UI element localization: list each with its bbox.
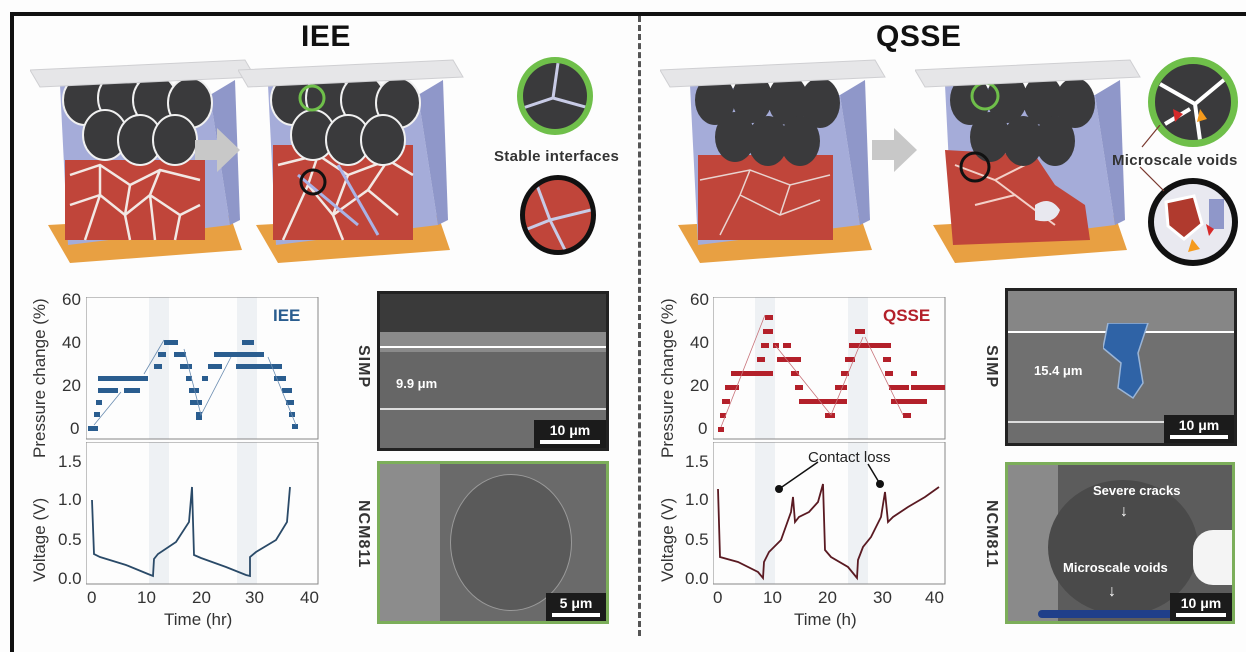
leader-lines xyxy=(1139,125,1165,192)
qsse-voltage-chart xyxy=(713,442,946,585)
qsse-void-zoom-top xyxy=(1148,57,1238,147)
figure-frame xyxy=(10,12,1246,652)
y-tick: 20 xyxy=(690,376,709,395)
iee-ncm811-label: NCM811 xyxy=(355,500,372,569)
iee-ncm811-sem-image: 5 μm xyxy=(377,461,609,624)
y-tick: 0 xyxy=(70,419,80,438)
x-tick: 10 xyxy=(137,588,156,607)
qsse-ncm811-sem-image: Severe cracks ↓ Microscale voids ↓ 10 μm xyxy=(1005,462,1235,624)
qsse-pressure-chart xyxy=(713,297,946,440)
x-tick: 40 xyxy=(300,588,319,607)
iee-voltage-ylabel: Voltage (V) xyxy=(30,497,49,582)
x-tick: 10 xyxy=(763,588,782,607)
iee-voltage-chart xyxy=(86,442,319,585)
qsse-chart-legend: QSSE xyxy=(883,306,931,325)
y-tick: 1.5 xyxy=(685,452,709,471)
x-tick: 30 xyxy=(873,588,892,607)
iee-xlabel: Time (hr) xyxy=(164,610,233,629)
qsse-void-zoom-bottom xyxy=(1148,178,1238,266)
y-tick: 40 xyxy=(62,333,81,352)
iee-cell-schematic-cycled xyxy=(238,59,464,263)
qsse-simp-thickness: 15.4 μm xyxy=(1034,363,1083,378)
iee-simp-thickness: 9.9 μm xyxy=(396,376,438,391)
y-tick: 60 xyxy=(690,290,709,309)
iee-simp-label: SIMP xyxy=(355,345,372,389)
scale-bar: 10 μm xyxy=(534,420,606,448)
y-tick: 1.0 xyxy=(58,490,82,509)
x-tick: 30 xyxy=(245,588,264,607)
y-tick: 0.0 xyxy=(58,569,82,588)
x-tick: 0 xyxy=(713,588,723,607)
iee-pressure-ylabel: Pressure change (%) xyxy=(30,298,49,458)
iee-zoom-label: Stable interfaces xyxy=(494,148,620,165)
y-tick: 0.5 xyxy=(58,530,82,549)
down-arrow-icon: ↓ xyxy=(1120,503,1128,520)
iee-title: IEE xyxy=(301,20,351,53)
y-tick: 1.5 xyxy=(58,452,82,471)
contact-loss-annotation: Contact loss xyxy=(808,449,891,466)
iee-cell-schematic-initial xyxy=(30,59,256,263)
severe-cracks-annotation: Severe cracks xyxy=(1093,483,1181,498)
qsse-voltage-ylabel: Voltage (V) xyxy=(658,497,677,582)
qsse-title: QSSE xyxy=(876,20,962,53)
qsse-xlabel: Time (h) xyxy=(794,610,857,629)
qsse-pressure-ylabel: Pressure change (%) xyxy=(658,298,677,458)
y-tick: 20 xyxy=(62,376,81,395)
y-tick: 1.0 xyxy=(685,490,709,509)
iee-chart-legend: IEE xyxy=(273,306,301,325)
microscale-voids-annotation: Microscale voids xyxy=(1063,560,1168,575)
iee-pressure-chart xyxy=(86,297,319,440)
y-tick: 60 xyxy=(62,290,81,309)
qsse-simp-label: SIMP xyxy=(983,345,1000,389)
x-tick: 20 xyxy=(192,588,211,607)
y-tick: 0.5 xyxy=(685,530,709,549)
scale-bar: 5 μm xyxy=(546,593,606,621)
x-tick: 20 xyxy=(818,588,837,607)
y-tick: 0.0 xyxy=(685,569,709,588)
qsse-simp-sem-image: 15.4 μm 10 μm xyxy=(1005,288,1237,446)
qsse-cell-schematic-initial xyxy=(660,59,886,263)
iee-simp-sem-image: 9.9 μm 10 μm xyxy=(377,291,609,451)
qsse-ncm811-label: NCM811 xyxy=(983,500,1000,569)
scale-bar: 10 μm xyxy=(1170,593,1232,621)
x-tick: 40 xyxy=(925,588,944,607)
x-tick: 0 xyxy=(87,588,97,607)
y-tick: 0 xyxy=(698,419,708,438)
down-arrow-icon: ↓ xyxy=(1108,583,1116,600)
iee-stable-interface-zoom-bottom xyxy=(520,175,596,255)
qsse-cell-schematic-cycled xyxy=(915,59,1141,263)
iee-stable-interface-zoom-top xyxy=(517,57,593,135)
right-arrow-icon xyxy=(195,128,240,172)
panel-divider xyxy=(638,16,641,636)
right-arrow-icon xyxy=(872,128,917,172)
qsse-zoom-label: Microscale voids xyxy=(1112,152,1238,169)
scale-bar: 10 μm xyxy=(1164,415,1234,443)
y-tick: 40 xyxy=(690,333,709,352)
